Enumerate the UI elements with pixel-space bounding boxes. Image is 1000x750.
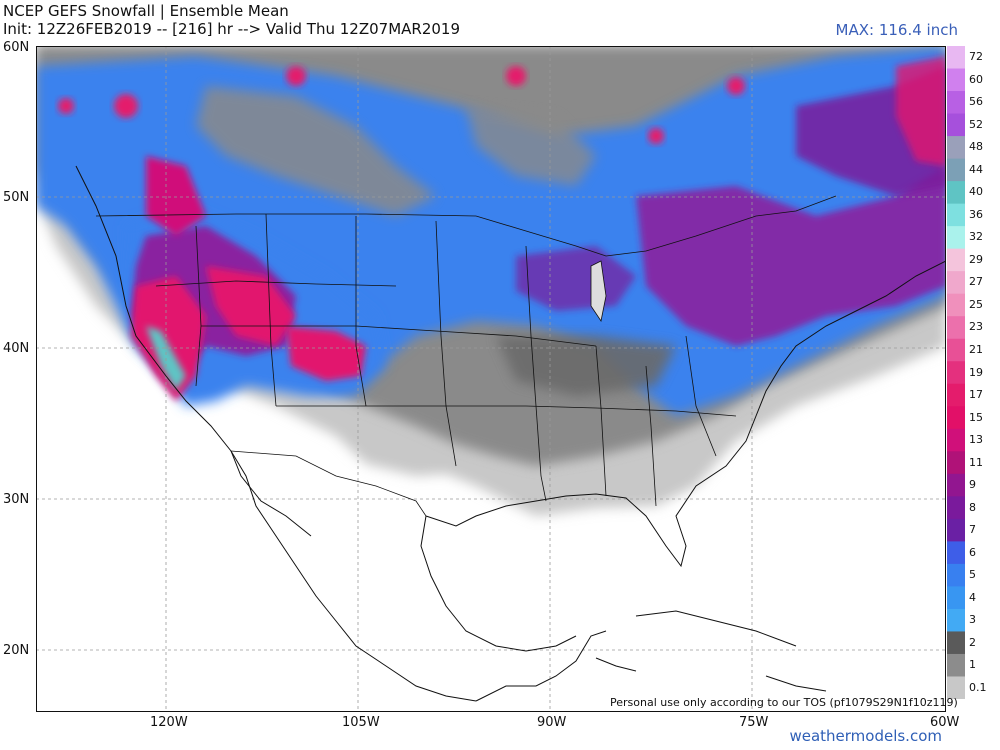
colorbar-swatch bbox=[947, 586, 965, 610]
colorbar-label: 36 bbox=[969, 207, 983, 221]
colorbar-label: 19 bbox=[969, 365, 983, 379]
colorbar-label: 3 bbox=[969, 613, 976, 627]
colorbar-label: 4 bbox=[969, 590, 976, 604]
colorbar-label: 32 bbox=[969, 230, 983, 244]
lon-label-75w: 75W bbox=[739, 715, 769, 730]
map-title: NCEP GEFS Snowfall | Ensemble Mean bbox=[3, 2, 289, 20]
colorbar-label: 25 bbox=[969, 297, 983, 311]
colorbar-label: 21 bbox=[969, 342, 983, 356]
lat-label-20n: 20N bbox=[3, 643, 30, 658]
snow-spot bbox=[58, 98, 74, 114]
snow-gray-patch-valley bbox=[496, 336, 676, 396]
map-subtitle-init: Init: 12Z26FEB2019 -- [216] hr --> Valid… bbox=[3, 20, 460, 38]
lat-label-50n: 50N bbox=[3, 190, 30, 205]
lat-label-40n: 40N bbox=[3, 341, 30, 356]
colorbar-swatch bbox=[947, 226, 965, 250]
colorbar-swatch bbox=[947, 46, 965, 70]
colorbar-swatch bbox=[947, 518, 965, 542]
snow-spot bbox=[727, 77, 745, 95]
colorbar-swatch bbox=[947, 541, 965, 565]
colorbar-swatch bbox=[947, 563, 965, 587]
colorbar-swatch bbox=[947, 428, 965, 452]
colorbar-swatch bbox=[947, 473, 965, 497]
source-credit: weathermodels.com bbox=[789, 727, 942, 745]
colorbar-swatch bbox=[947, 608, 965, 632]
colorbar-swatch bbox=[947, 451, 965, 475]
snow-heavy-cascades bbox=[146, 156, 206, 236]
snowfall-map bbox=[36, 46, 946, 712]
lat-label-30n: 30N bbox=[3, 492, 30, 507]
colorbar-swatch bbox=[947, 316, 965, 340]
colorbar-label: 17 bbox=[969, 388, 983, 402]
borders bbox=[95, 195, 837, 517]
colorbar-label: 0.1 bbox=[969, 680, 987, 694]
lake-michigan bbox=[590, 260, 607, 323]
colorbar-swatch bbox=[947, 203, 965, 227]
colorbar-label: 7 bbox=[969, 523, 976, 537]
colorbar-label: 5 bbox=[969, 568, 976, 582]
snow-heavy-labrador bbox=[896, 56, 946, 166]
colorbar bbox=[947, 46, 965, 699]
colorbar-label: 9 bbox=[969, 478, 976, 492]
colorbar-label: 1 bbox=[969, 658, 976, 672]
colorbar-label: 2 bbox=[969, 635, 976, 649]
colorbar-swatch bbox=[947, 293, 965, 317]
snow-gray-patch-north bbox=[196, 86, 436, 216]
colorbar-swatch bbox=[947, 383, 965, 407]
colorbar-label: 40 bbox=[969, 185, 983, 199]
colorbar-swatch bbox=[947, 181, 965, 205]
lon-label-90w: 90W bbox=[537, 715, 567, 730]
max-value-label: MAX: 116.4 inch bbox=[835, 21, 958, 39]
colorbar-swatch bbox=[947, 91, 965, 115]
colorbar-label: 52 bbox=[969, 117, 983, 131]
colorbar-swatch bbox=[947, 136, 965, 160]
colorbar-swatch bbox=[947, 68, 965, 92]
colorbar-swatch bbox=[947, 248, 965, 272]
lon-label-120w: 120W bbox=[150, 715, 188, 730]
colorbar-label: 29 bbox=[969, 252, 983, 266]
snow-spot bbox=[648, 128, 664, 144]
lon-label-105w: 105W bbox=[342, 715, 380, 730]
colorbar-swatch bbox=[947, 271, 965, 295]
colorbar-label: 27 bbox=[969, 275, 983, 289]
colorbar-swatch bbox=[947, 113, 965, 137]
snow-heavy-northeast bbox=[636, 166, 946, 346]
snow-spot bbox=[286, 66, 306, 86]
colorbar-swatch bbox=[947, 338, 965, 362]
snow-very-heavy-colorado bbox=[286, 326, 366, 381]
snow-gray-patch-central bbox=[466, 106, 596, 186]
lon-label-60w: 60W bbox=[930, 715, 960, 730]
snow-spot bbox=[114, 94, 138, 118]
colorbar-swatch bbox=[947, 496, 965, 520]
colorbar-swatch bbox=[947, 631, 965, 655]
tos-notice: Personal use only according to our TOS (… bbox=[610, 696, 958, 709]
colorbar-label: 72 bbox=[969, 50, 983, 64]
colorbar-label: 8 bbox=[969, 500, 976, 514]
colorbar-label: 56 bbox=[969, 95, 983, 109]
colorbar-swatch bbox=[947, 158, 965, 182]
colorbar-label: 11 bbox=[969, 455, 983, 469]
colorbar-label: 13 bbox=[969, 433, 983, 447]
colorbar-label: 44 bbox=[969, 162, 983, 176]
colorbar-swatch bbox=[947, 653, 965, 677]
lat-label-60n: 60N bbox=[3, 40, 30, 55]
snow-very-heavy-sierra bbox=[131, 276, 206, 401]
colorbar-label: 23 bbox=[969, 320, 983, 334]
colorbar-swatch bbox=[947, 406, 965, 430]
colorbar-label: 6 bbox=[969, 545, 976, 559]
colorbar-label: 60 bbox=[969, 72, 983, 86]
colorbar-swatch bbox=[947, 361, 965, 385]
snow-spot bbox=[506, 66, 526, 86]
colorbar-swatch bbox=[947, 676, 965, 699]
colorbar-label: 48 bbox=[969, 140, 983, 154]
colorbar-label: 15 bbox=[969, 410, 983, 424]
coastlines bbox=[75, 165, 946, 702]
